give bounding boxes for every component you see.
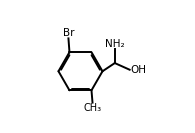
Text: CH₃: CH₃ <box>83 103 102 113</box>
Text: Br: Br <box>63 28 74 38</box>
Text: NH₂: NH₂ <box>105 39 125 49</box>
Text: OH: OH <box>130 65 146 75</box>
